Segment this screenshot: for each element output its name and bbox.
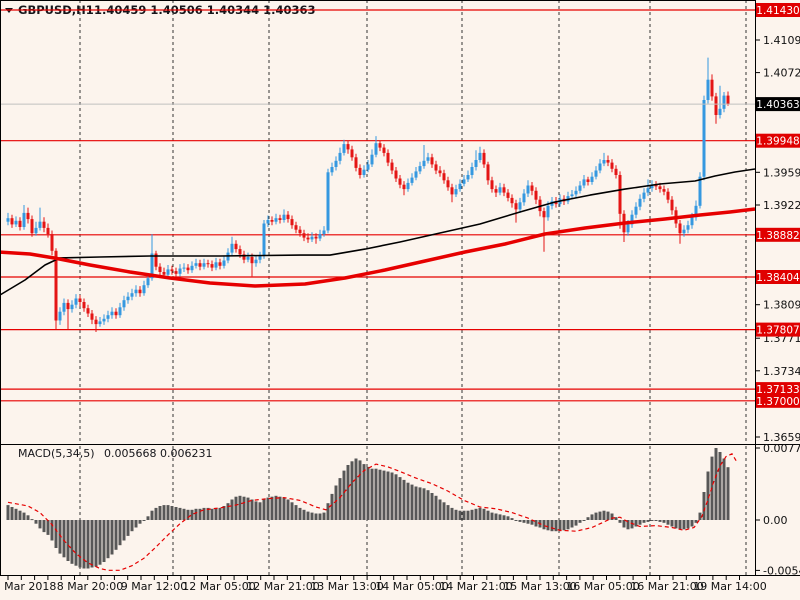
svg-text:1.41430: 1.41430 <box>756 5 799 17</box>
level-price-badge: 1.37807 <box>756 322 800 337</box>
level-lines <box>0 9 755 402</box>
svg-text:1.38090: 1.38090 <box>763 299 800 312</box>
ma-line-black <box>0 168 756 296</box>
svg-text:0.00: 0.00 <box>763 514 788 527</box>
candles-series <box>6 57 730 332</box>
svg-text:1.40363: 1.40363 <box>756 99 799 111</box>
macd-signal-line <box>7 453 738 571</box>
time-axis-label: 12 Mar 05:00 <box>182 580 255 593</box>
time-axis-label: 9 Mar 12:00 <box>121 580 187 593</box>
level-price-badge: 1.41430 <box>756 3 800 17</box>
svg-text:1.41090: 1.41090 <box>763 34 800 47</box>
time-axis-label: 15 Mar 13:00 <box>503 580 576 593</box>
time-axis-label: 12 Mar 21:00 <box>246 580 319 593</box>
time-axis-label: 8 Mar 2018 <box>0 580 56 593</box>
svg-text:1.36590: 1.36590 <box>763 431 800 444</box>
level-price-badge: 1.38882 <box>756 227 800 242</box>
ma-line-red <box>0 207 756 288</box>
level-price-badge: 1.37000 <box>756 393 800 408</box>
level-price-badge: 1.37133 <box>756 382 800 397</box>
time-axis-label: 16 Mar 21:00 <box>630 580 703 593</box>
svg-text:1.37340: 1.37340 <box>763 365 800 378</box>
time-axis-label: 14 Mar 21:00 <box>439 580 512 593</box>
level-price-badge: 1.39948 <box>756 133 800 148</box>
current-price-badge: 1.40363 <box>756 97 800 112</box>
svg-text:1.40720: 1.40720 <box>763 67 800 80</box>
time-axis-label: 16 Mar 05:00 <box>566 580 639 593</box>
svg-text:1.39220: 1.39220 <box>763 199 800 212</box>
pane-borders <box>0 0 800 576</box>
macd-indicator-values: 0.005668 0.006231 <box>104 447 212 460</box>
svg-text:1.37133: 1.37133 <box>756 384 799 396</box>
time-axis-label: 8 Mar 20:00 <box>57 580 123 593</box>
macd-axis: 0.007723 0.00 -0.00541 <box>755 442 800 577</box>
svg-text:0.007723: 0.007723 <box>763 442 800 455</box>
price-badges: 1.41430 1.39948 1.38882 1.38404 1.37807 1.371… <box>756 3 800 408</box>
svg-text:1.37807: 1.37807 <box>756 325 799 337</box>
svg-text:1.39590: 1.39590 <box>763 166 800 179</box>
grid-lines <box>79 0 747 575</box>
time-axis-label: 19 Mar 14:00 <box>693 580 766 593</box>
macd-histogram <box>6 448 730 569</box>
svg-text:-0.00541: -0.00541 <box>763 564 800 577</box>
svg-text:1.37000: 1.37000 <box>756 396 799 408</box>
time-axis-label: 14 Mar 05:00 <box>375 580 448 593</box>
macd-indicator-name: MACD(5,34,5) <box>18 447 95 460</box>
time-axis-label: 13 Mar 13:00 <box>310 580 383 593</box>
svg-text:1.39948: 1.39948 <box>756 136 799 148</box>
svg-text:1.38882: 1.38882 <box>756 230 799 242</box>
level-price-badge: 1.38404 <box>756 270 800 284</box>
svg-text:1.38404: 1.38404 <box>756 272 800 284</box>
